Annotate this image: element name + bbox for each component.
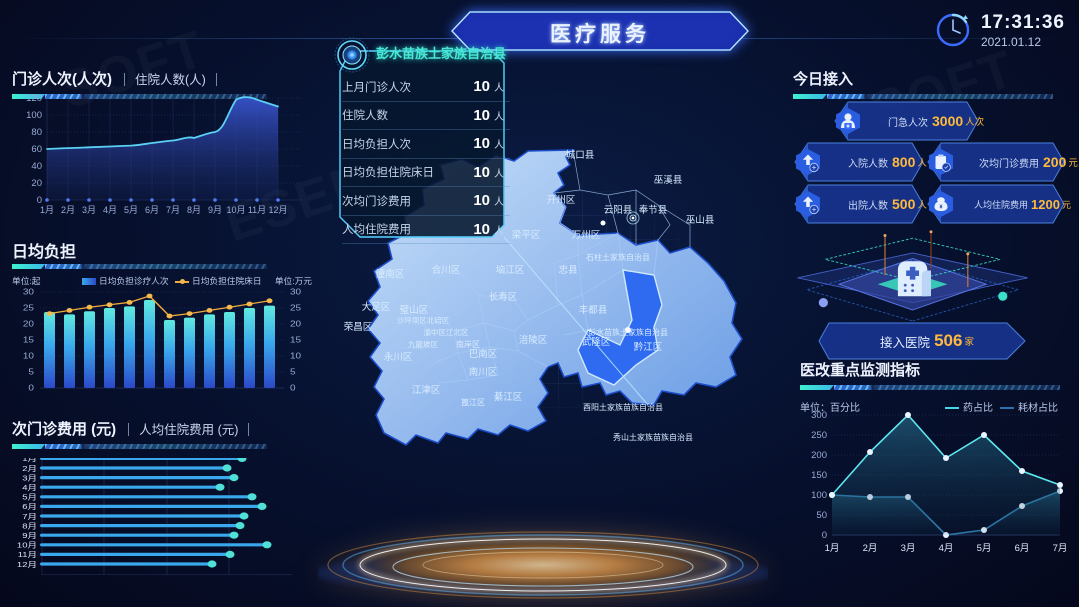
svg-text:1月: 1月 [825, 543, 840, 554]
svg-text:璧山区: 璧山区 [400, 304, 429, 316]
svg-text:10月: 10月 [17, 541, 37, 550]
svg-text:垴江区: 垴江区 [496, 264, 525, 276]
svg-text:九龍坡区: 九龍坡区 [408, 339, 438, 349]
svg-text:11月: 11月 [18, 550, 37, 559]
svg-text:4月: 4月 [103, 205, 117, 215]
svg-text:8月: 8月 [22, 521, 37, 530]
svg-text:12月: 12月 [17, 560, 37, 569]
svg-text:40: 40 [31, 161, 42, 172]
svg-text:10: 10 [290, 351, 301, 360]
svg-text:30: 30 [290, 287, 301, 296]
svg-text:30: 30 [23, 287, 34, 296]
svg-text:合川区: 合川区 [432, 264, 461, 276]
svg-text:2月: 2月 [61, 205, 75, 215]
svg-text:永川区: 永川区 [384, 351, 413, 363]
svg-text:50: 50 [816, 510, 827, 521]
svg-text:60: 60 [31, 144, 42, 155]
svg-text:3月: 3月 [82, 205, 96, 215]
svg-text:9月: 9月 [208, 205, 222, 215]
svg-text:秀山土家族苗族自治县: 秀山土家族苗族自治县 [613, 432, 693, 442]
svg-text:南川区: 南川区 [469, 366, 498, 378]
svg-text:江津区: 江津区 [412, 385, 441, 396]
svg-text:篦江区: 篦江区 [461, 397, 485, 407]
svg-text:沙坪坝区北碚区: 沙坪坝区北碚区 [397, 315, 450, 325]
svg-text:7月: 7月 [1053, 543, 1067, 554]
svg-text:南岸区: 南岸区 [456, 339, 480, 349]
svg-text:潼南区: 潼南区 [376, 268, 405, 280]
svg-text:酉阳土家族苗族自治县: 酉阳土家族苗族自治县 [583, 402, 663, 412]
svg-text:忠县: 忠县 [558, 265, 577, 276]
svg-text:25: 25 [23, 303, 34, 312]
svg-text:6月: 6月 [145, 205, 159, 215]
svg-text:0: 0 [822, 530, 827, 541]
svg-text:2月: 2月 [863, 543, 878, 554]
svg-text:0: 0 [28, 383, 34, 392]
svg-text:9月: 9月 [22, 531, 37, 540]
svg-text:1月: 1月 [22, 458, 37, 463]
svg-text:20: 20 [31, 178, 42, 189]
svg-text:巫溪县: 巫溪县 [654, 174, 683, 186]
svg-text:10: 10 [23, 351, 34, 360]
svg-text:120: 120 [285, 577, 301, 578]
svg-text:5: 5 [290, 367, 296, 376]
svg-text:大足区: 大足区 [362, 301, 391, 313]
svg-text:5月: 5月 [22, 493, 37, 502]
svg-text:1月: 1月 [40, 205, 54, 215]
svg-text:4月: 4月 [22, 483, 37, 492]
svg-text:6月: 6月 [1015, 543, 1030, 554]
svg-text:150: 150 [811, 470, 827, 481]
svg-text:城口县: 城口县 [566, 150, 595, 161]
svg-text:4月: 4月 [939, 543, 954, 554]
svg-text:8月: 8月 [187, 205, 201, 215]
svg-text:武隆区: 武隆区 [582, 336, 611, 348]
svg-text:万州区: 万州区 [572, 230, 601, 241]
svg-text:开州区: 开州区 [547, 195, 576, 206]
svg-text:20: 20 [290, 319, 301, 328]
svg-text:7月: 7月 [166, 205, 180, 215]
svg-text:巴南区: 巴南区 [469, 348, 498, 360]
svg-text:0: 0 [39, 577, 45, 578]
svg-text:云阳县: 云阳县 [604, 205, 633, 216]
svg-text:30: 30 [99, 577, 110, 578]
svg-text:25: 25 [290, 303, 301, 312]
svg-text:奉节县: 奉节县 [639, 204, 668, 216]
svg-text:90: 90 [224, 577, 235, 578]
svg-text:15: 15 [290, 335, 301, 344]
svg-text:100: 100 [26, 110, 42, 121]
svg-text:3月: 3月 [901, 543, 916, 554]
svg-text:涪陵区: 涪陵区 [519, 334, 548, 346]
svg-text:20: 20 [23, 319, 34, 328]
svg-text:3月: 3月 [22, 473, 37, 482]
svg-text:綦江区: 綦江区 [494, 391, 523, 403]
svg-text:7月: 7月 [22, 512, 37, 521]
svg-text:6月: 6月 [22, 502, 37, 511]
svg-text:0: 0 [290, 383, 296, 392]
svg-text:¥: ¥ [940, 205, 943, 211]
svg-text:5月: 5月 [124, 205, 138, 215]
svg-text:200: 200 [811, 450, 827, 461]
svg-text:荣昌区: 荣昌区 [344, 321, 373, 333]
svg-text:石柱土家族自治县: 石柱土家族自治县 [586, 252, 650, 262]
svg-text:250: 250 [811, 430, 827, 441]
svg-text:300: 300 [811, 410, 827, 421]
svg-text:5月: 5月 [977, 543, 992, 554]
svg-text:渝中区江北区: 渝中区江北区 [424, 327, 469, 337]
svg-text:11月: 11月 [248, 205, 266, 215]
svg-text:80: 80 [31, 127, 42, 138]
svg-text:丰都县: 丰都县 [579, 304, 608, 316]
svg-text:10月: 10月 [226, 205, 245, 215]
svg-text:黔江区: 黔江区 [634, 341, 663, 353]
svg-text:60: 60 [162, 577, 173, 578]
svg-text:彭水苗族土家族自治县: 彭水苗族土家族自治县 [588, 327, 668, 337]
svg-text:5: 5 [28, 367, 34, 376]
svg-text:12月: 12月 [268, 205, 287, 215]
svg-text:巫山县: 巫山县 [686, 215, 715, 226]
svg-text:长寿区: 长寿区 [489, 291, 518, 303]
svg-text:100: 100 [811, 490, 827, 501]
svg-text:15: 15 [23, 335, 34, 344]
svg-text:120: 120 [26, 93, 42, 104]
svg-text:2月: 2月 [22, 464, 37, 473]
